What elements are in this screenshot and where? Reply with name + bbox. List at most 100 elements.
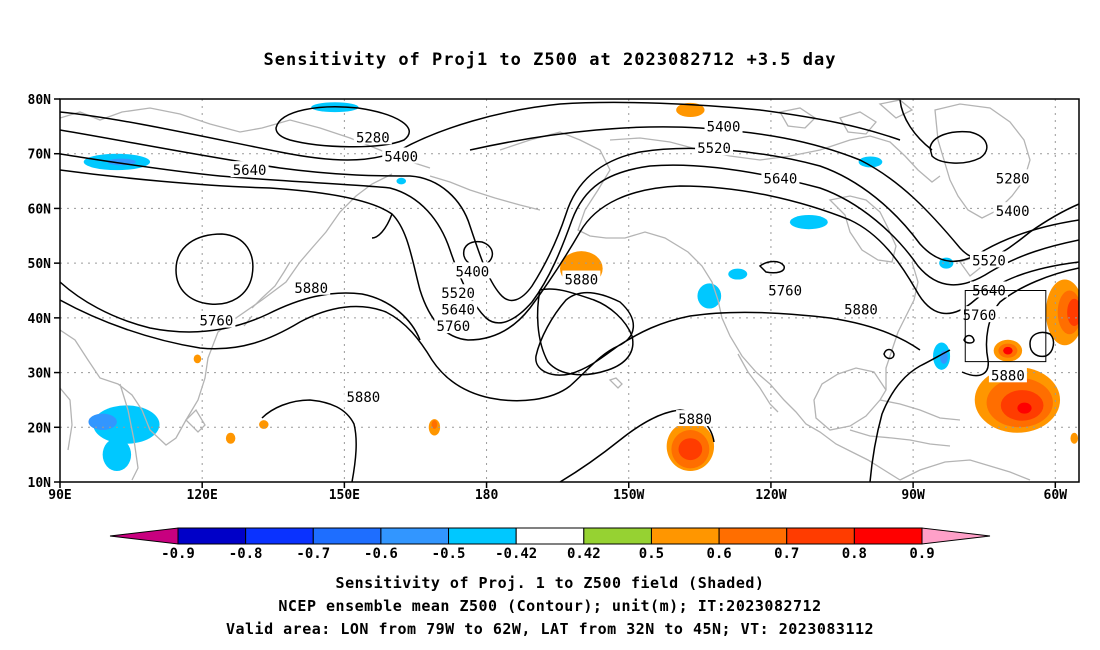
us-east-coast xyxy=(879,261,919,401)
colorbar-swatch-0 xyxy=(177,527,247,545)
lon-tick-label: 60W xyxy=(1044,488,1068,503)
lat-tick-label: 70N xyxy=(28,148,52,163)
colorbar-label: -0.5 xyxy=(432,546,466,562)
japan-islands xyxy=(243,261,291,327)
caribbean xyxy=(849,399,961,447)
colorbar-high-triangle xyxy=(921,527,991,545)
contour-label-bg-19 xyxy=(960,306,999,323)
colorbar-label: 0.42 xyxy=(567,546,601,562)
contour-label-bg-7 xyxy=(993,202,1032,219)
shading-blob-9 xyxy=(789,214,828,230)
contour-5760-west xyxy=(60,281,421,341)
contour-5880-high-siberia xyxy=(175,233,254,305)
lat-tick-label: 10N xyxy=(28,476,52,491)
contour-label-bg-11 xyxy=(439,300,478,317)
contour-label: 5880 xyxy=(844,303,878,319)
philippines xyxy=(185,408,206,433)
contour-label-bg-5 xyxy=(761,169,800,186)
contour-label-bg-13 xyxy=(562,270,601,287)
contour-5280-low-greenland xyxy=(929,130,988,164)
contour-label-bg-15 xyxy=(841,300,880,317)
lon-tick-label: 90W xyxy=(901,488,925,503)
lat-tick-label: 40N xyxy=(28,312,52,327)
shading-blob-6 xyxy=(102,438,132,472)
contour-5880-pacific-high xyxy=(536,288,634,376)
coastlines xyxy=(60,99,1031,481)
contour-label: 5400 xyxy=(707,119,741,135)
colorbar-label: -0.9 xyxy=(161,546,195,562)
colorbar-label: -0.7 xyxy=(296,546,330,562)
shading-blob-32 xyxy=(193,354,202,364)
contour-small-ring xyxy=(883,334,975,360)
lon-tick-label: 150E xyxy=(329,488,360,503)
valid-area-box xyxy=(964,290,1047,363)
contour-5880-west-ridge xyxy=(60,291,921,402)
contour-label: 5400 xyxy=(384,149,418,165)
contour-5880-small-atlantic xyxy=(1029,331,1055,358)
contour-label-bg-1 xyxy=(382,147,421,164)
contour-label: 5760 xyxy=(768,284,802,300)
contour-label-bg-2 xyxy=(230,161,269,178)
shading-blob-10 xyxy=(728,268,748,280)
contour-label-bg-3 xyxy=(704,117,743,134)
z500-contours xyxy=(60,99,1079,482)
colorbar-swatch-8 xyxy=(718,527,788,545)
contour-label: 5880 xyxy=(991,368,1025,384)
contour-label-bg-4 xyxy=(695,139,734,156)
south-america-north xyxy=(899,459,1031,481)
colorbar-low-triangle xyxy=(109,527,179,545)
contour-label: 5400 xyxy=(996,204,1030,220)
contour-label-bg-6 xyxy=(993,169,1032,186)
alaska-coast xyxy=(499,131,901,481)
sensitivity-shading xyxy=(83,102,1079,472)
colorbar-swatch-1 xyxy=(245,527,314,545)
caption-shading: Sensitivity of Proj. 1 to Z500 field (Sh… xyxy=(335,574,765,592)
colorbar-swatch-3 xyxy=(380,527,450,545)
contour-label-bg-12 xyxy=(434,317,473,334)
caption-valid-area: Valid area: LON from 79W to 62W, LAT fro… xyxy=(225,620,875,638)
contour-label: 5880 xyxy=(678,412,712,428)
colorbar-label: 0.5 xyxy=(639,546,664,562)
contour-label: 5880 xyxy=(564,273,598,289)
plot-title: Sensitivity of Proj1 to Z500 at 20230827… xyxy=(263,50,837,70)
contour-label-bg-0 xyxy=(353,128,392,145)
colorbar-label: -0.8 xyxy=(229,546,263,562)
contour-label: 5640 xyxy=(764,171,798,187)
contour-label: 5400 xyxy=(455,264,489,280)
asia-coast xyxy=(60,173,393,446)
contour-label: 5880 xyxy=(294,281,328,297)
contour-label-bg-21 xyxy=(344,388,383,405)
contour-label: 5760 xyxy=(963,308,997,324)
contour-label: 5520 xyxy=(697,141,731,157)
lat-tick-label: 50N xyxy=(28,257,52,272)
contour-label: 5640 xyxy=(972,284,1006,300)
lat-tick-label: 30N xyxy=(28,367,52,382)
contour-label-bg-14 xyxy=(766,281,805,298)
contour-label: 5520 xyxy=(972,253,1006,269)
colorbar-swatch-7 xyxy=(650,527,720,545)
shading-blob-25 xyxy=(678,438,703,461)
contour-5280-pacific xyxy=(275,106,410,148)
lat-tick-label: 80N xyxy=(28,93,52,108)
canada-arctic-islands xyxy=(778,99,914,135)
contour-5760-kink xyxy=(371,213,393,239)
shading-blob-22 xyxy=(1003,346,1013,355)
map-frame xyxy=(59,98,1080,483)
canada-arctic-coast xyxy=(609,135,941,183)
colorbar-label: 0.8 xyxy=(842,546,867,562)
colorbar-label: 0.6 xyxy=(706,546,731,562)
caption-contour: NCEP ensemble mean Z500 (Contour); unit(… xyxy=(278,597,822,615)
contour-label-bg-10 xyxy=(439,284,478,301)
lat-tick-label: 60N xyxy=(28,202,52,217)
aleutians xyxy=(429,175,541,211)
shading-blob-8 xyxy=(858,156,883,168)
contour-5520 xyxy=(60,129,1079,302)
contour-label: 5880 xyxy=(346,390,380,406)
colorbar-swatch-4 xyxy=(448,527,517,545)
colorbar-swatch-5 xyxy=(515,527,585,545)
contour-5640 xyxy=(60,153,1079,324)
